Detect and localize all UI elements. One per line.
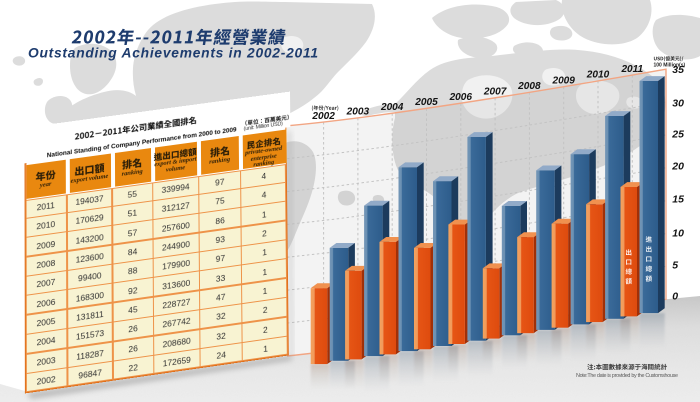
svg-text:100 Million(s): 100 Million(s) xyxy=(654,62,686,68)
svg-text:(unit: Million USD): (unit: Million USD) xyxy=(244,121,283,132)
svg-text:2006: 2006 xyxy=(449,92,473,103)
svg-text:2007: 2007 xyxy=(483,87,508,98)
svg-text:2010: 2010 xyxy=(586,70,610,81)
svg-text:20: 20 xyxy=(671,161,684,173)
svg-text:25: 25 xyxy=(671,129,684,141)
svg-text:2003: 2003 xyxy=(346,107,370,118)
svg-text:30: 30 xyxy=(672,98,684,110)
svg-text:2011: 2011 xyxy=(620,64,643,75)
svg-text:2009: 2009 xyxy=(551,76,575,87)
svg-text:10: 10 xyxy=(672,228,684,240)
svg-text:2008: 2008 xyxy=(517,81,541,92)
svg-text:2002: 2002 xyxy=(311,111,335,122)
svg-text:0: 0 xyxy=(672,291,678,303)
svg-text:2005: 2005 xyxy=(414,97,438,108)
svg-text:2004: 2004 xyxy=(380,102,404,113)
svg-text:Note:The date is provided by t: Note:The date is provided by the Customs… xyxy=(576,373,678,379)
svg-text:Outstanding Achievements in 20: Outstanding Achievements in 2002-2011 xyxy=(28,46,318,61)
svg-text:15: 15 xyxy=(672,194,684,206)
svg-text:35: 35 xyxy=(672,64,684,76)
svg-text:5: 5 xyxy=(672,260,678,272)
